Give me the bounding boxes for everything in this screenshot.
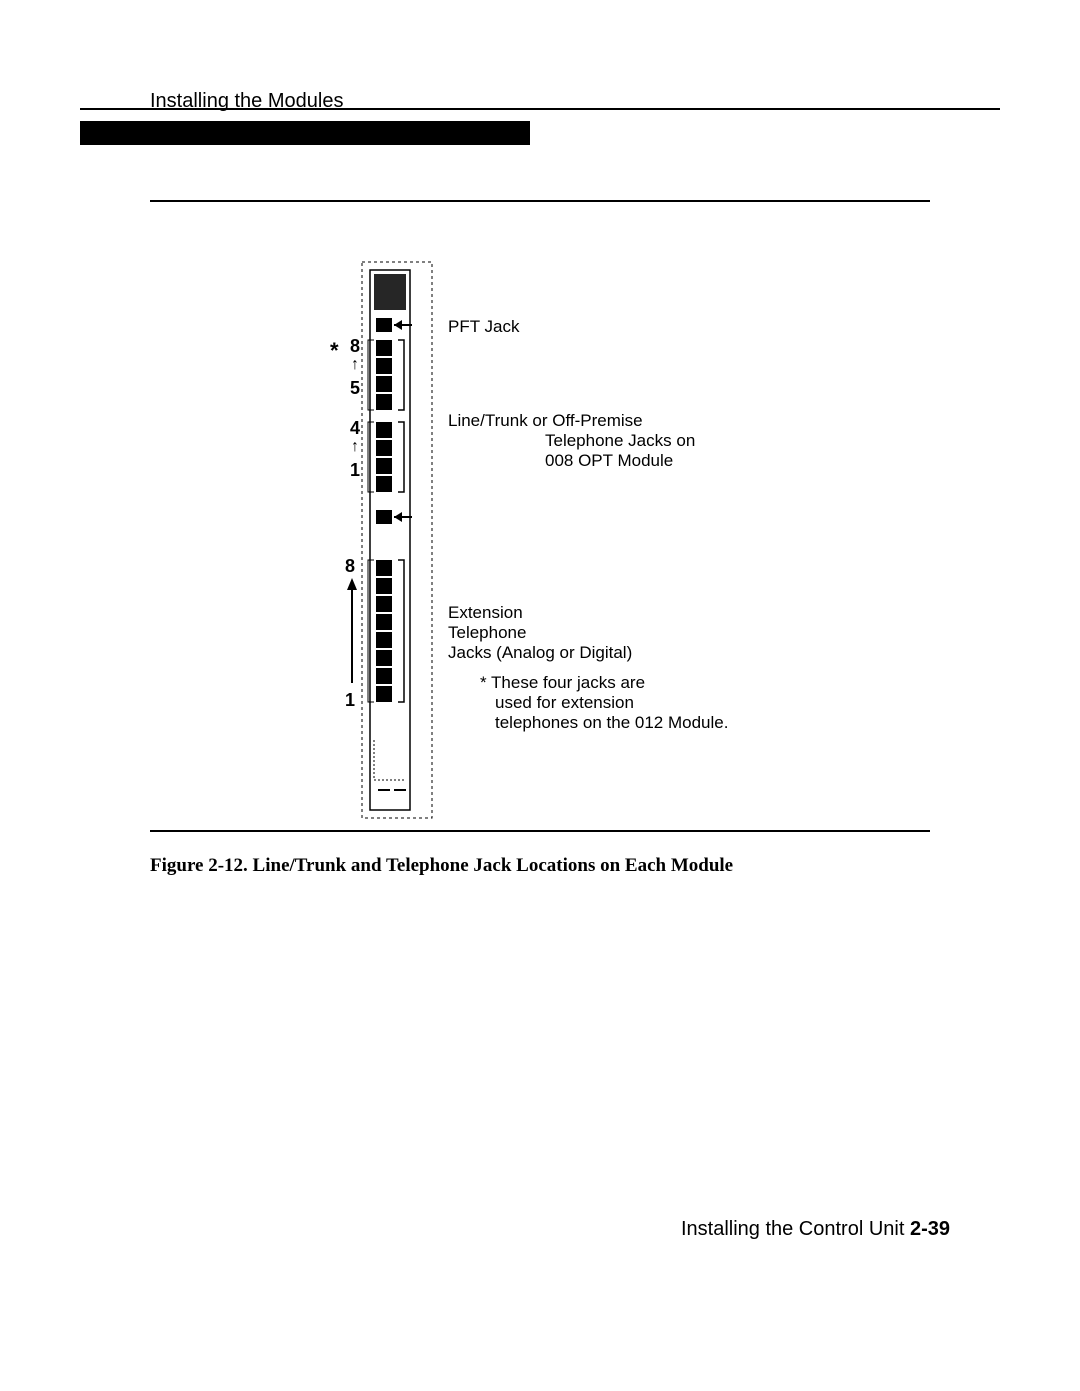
star-label: *	[330, 338, 339, 364]
extension-label-1: Extension	[448, 602, 523, 624]
line-trunk-label-2: Telephone Jacks on	[545, 430, 695, 452]
num-8-bottom: 8	[345, 556, 355, 577]
note-label-3: telephones on the 012 Module.	[495, 712, 728, 734]
num-1-top: 1	[350, 460, 360, 481]
note-label-2: used for extension	[495, 692, 634, 714]
line-trunk-label-3: 008 OPT Module	[545, 450, 673, 472]
num-8-top: 8	[350, 336, 360, 357]
pft-jack-label: PFT Jack	[448, 316, 519, 338]
figure-bottom-rule	[150, 830, 930, 832]
note-label-1: * These four jacks are	[480, 672, 645, 694]
footer-text: Installing the Control Unit	[681, 1218, 904, 1240]
arrow-icon	[345, 578, 359, 688]
line-trunk-label-1: Line/Trunk or Off-Premise	[448, 410, 643, 432]
extension-label-3: Jacks (Analog or Digital)	[448, 642, 632, 664]
figure-area: * 8 ↑ 5 4 ↑ 1 8 1 PFT Jack Line/Trunk or…	[150, 260, 930, 820]
num-5: 5	[350, 378, 360, 399]
header: Installing the Modules	[80, 90, 1000, 145]
num-4: 4	[350, 418, 360, 439]
figure-caption: Figure 2-12. Line/Trunk and Telephone Ja…	[150, 855, 930, 877]
section-title: Installing the Modules	[80, 90, 1000, 113]
num-1-bottom: 1	[345, 690, 355, 711]
extension-label-2: Telephone	[448, 622, 526, 644]
arrow-icon: ↑	[351, 438, 359, 456]
header-black-bar	[80, 121, 530, 145]
figure-top-rule	[150, 200, 930, 202]
arrow-icon: ↑	[351, 356, 359, 374]
footer: Installing the Control Unit 2-39	[681, 1218, 950, 1241]
module-diagram	[360, 260, 440, 820]
page-number: 2-39	[910, 1218, 950, 1240]
